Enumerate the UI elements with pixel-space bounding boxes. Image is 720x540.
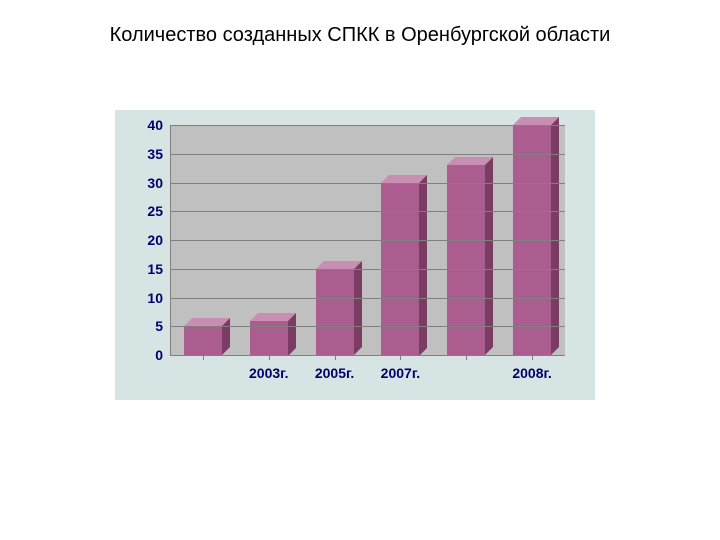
y-tick-label: 30 [123, 175, 163, 191]
bar-side [288, 313, 296, 356]
y-tick-label: 20 [123, 232, 163, 248]
page: Количество созданных СПКК в Оренбургской… [0, 0, 720, 540]
bar-side [222, 318, 230, 355]
y-tick-label: 15 [123, 261, 163, 277]
x-tick-label: 2008г. [512, 365, 551, 381]
bar-front [316, 269, 354, 355]
bar-side [551, 117, 559, 355]
grid-line [170, 183, 565, 184]
x-tick-label: 2003г. [249, 365, 288, 381]
bar-front [184, 326, 222, 355]
bar-side [354, 261, 362, 355]
grid-line [170, 211, 565, 212]
x-tick-label: 2007г. [381, 365, 420, 381]
bar-side [419, 175, 427, 356]
grid-line [170, 154, 565, 155]
x-axis [170, 355, 565, 356]
chart-container: 0 5 10 15 20 25 30 35 40 2003г. 2005г. 2007г. 2008г. [115, 110, 595, 400]
x-tick-label: 2005г. [315, 365, 354, 381]
grid-line [170, 240, 565, 241]
y-tick-label: 40 [123, 117, 163, 133]
grid-line [170, 125, 565, 126]
y-tick-label: 10 [123, 290, 163, 306]
y-tick-label: 35 [123, 146, 163, 162]
bar [316, 269, 354, 355]
bar [184, 326, 222, 355]
y-tick-label: 0 [123, 347, 163, 363]
grid-line [170, 269, 565, 270]
y-tick-label: 25 [123, 203, 163, 219]
y-axis [170, 125, 171, 355]
grid-line [170, 298, 565, 299]
chart-title: Количество созданных СПКК в Оренбургской… [0, 24, 720, 47]
y-tick-label: 5 [123, 318, 163, 334]
plot-area [170, 125, 565, 355]
grid-line [170, 326, 565, 327]
